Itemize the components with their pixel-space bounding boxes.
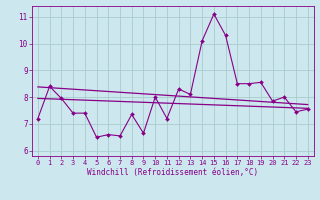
X-axis label: Windchill (Refroidissement éolien,°C): Windchill (Refroidissement éolien,°C) (87, 168, 258, 177)
